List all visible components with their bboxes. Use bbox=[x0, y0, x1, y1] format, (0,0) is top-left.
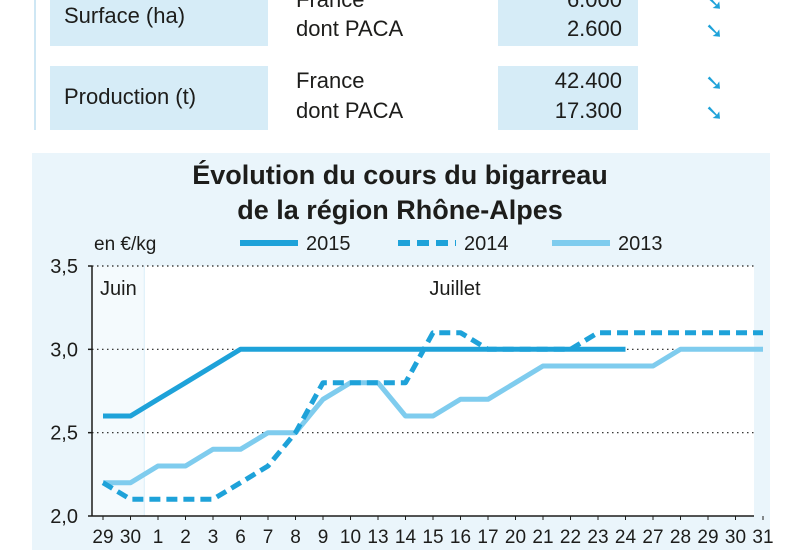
row-value: 17.300 bbox=[554, 98, 622, 123]
x-tick-label: 15 bbox=[422, 527, 443, 548]
chart-subtitle: de la région Rhône-Alpes bbox=[237, 195, 563, 225]
x-tick-label: 30 bbox=[120, 527, 141, 548]
down-right-arrow-icon: ➘ bbox=[705, 18, 724, 43]
series-line-2013 bbox=[103, 346, 763, 486]
month-band-juin bbox=[92, 266, 145, 516]
x-tick-label: 21 bbox=[532, 527, 553, 548]
x-tick-label: 29 bbox=[92, 527, 113, 548]
x-tick-label: 22 bbox=[560, 527, 581, 548]
month-label-juin: Juin bbox=[100, 278, 137, 300]
y-tick-label: 3,5 bbox=[50, 256, 78, 278]
x-tick-label: 9 bbox=[318, 527, 329, 548]
row-value: 2.600 bbox=[566, 16, 622, 41]
legend-label-2013: 2013 bbox=[618, 233, 663, 255]
x-tick-label: 13 bbox=[367, 527, 388, 548]
row-sub-label: dont PACA bbox=[296, 16, 404, 41]
x-tick-label: 27 bbox=[642, 527, 663, 548]
month-label-juillet: Juillet bbox=[429, 278, 481, 300]
x-tick-label: 14 bbox=[395, 527, 417, 548]
x-tick-label: 3 bbox=[208, 527, 219, 548]
row-value: 6.000 bbox=[498, 0, 622, 15]
x-tick-label: 1 bbox=[153, 527, 164, 548]
x-tick-label: 29 bbox=[697, 527, 718, 548]
row-sub-label: France bbox=[296, 68, 365, 93]
chart-title: Évolution du cours du bigarreau bbox=[192, 160, 608, 190]
summary-table: Surface (ha) France dont PACA 6.000 2.60… bbox=[0, 0, 800, 132]
value-cell-bg bbox=[498, 66, 638, 130]
x-tick-label: 17 bbox=[477, 527, 498, 548]
series-line-2015 bbox=[103, 346, 626, 419]
table-left-rule bbox=[34, 0, 36, 130]
x-tick-label: 2 bbox=[180, 527, 191, 548]
x-tick-label: 30 bbox=[725, 527, 746, 548]
row-label: Production (t) bbox=[64, 84, 197, 109]
row-label: Surface (ha) bbox=[64, 3, 186, 28]
x-tick-label: 16 bbox=[450, 527, 471, 548]
down-right-arrow-icon: ➘ bbox=[705, 0, 724, 15]
row-sub-label: France bbox=[296, 0, 364, 15]
row-value: 42.400 bbox=[554, 68, 622, 93]
y-tick-label: 2,0 bbox=[50, 506, 78, 528]
x-tick-label: 10 bbox=[340, 527, 361, 548]
table-row-surface: Surface (ha) France dont PACA 6.000 2.60… bbox=[50, 0, 795, 48]
row-sub-label: dont PACA bbox=[296, 98, 404, 123]
value-cell-bg bbox=[498, 0, 638, 46]
down-right-arrow-icon: ➘ bbox=[705, 100, 724, 125]
y-axis-label: en €/kg bbox=[94, 234, 156, 255]
series-line-2014 bbox=[101, 330, 763, 502]
x-tick-label: 24 bbox=[615, 527, 637, 548]
x-tick-label: 31 bbox=[752, 527, 773, 548]
table-row-production: Production (t) France dont PACA 42.400 1… bbox=[50, 66, 795, 130]
y-tick-label: 3,0 bbox=[50, 339, 78, 361]
x-tick-label: 20 bbox=[505, 527, 526, 548]
label-cell-bg bbox=[50, 66, 268, 130]
x-tick-label: 28 bbox=[670, 527, 691, 548]
x-tick-label: 7 bbox=[263, 527, 274, 548]
legend-label-2014: 2014 bbox=[464, 233, 509, 255]
legend-label-2015: 2015 bbox=[306, 233, 351, 255]
label-cell-bg bbox=[50, 0, 268, 46]
plot-area bbox=[92, 266, 754, 516]
y-tick-label: 2,5 bbox=[50, 423, 78, 445]
x-tick-label: 23 bbox=[587, 527, 608, 548]
x-tick-label: 6 bbox=[235, 527, 246, 548]
down-right-arrow-icon: ➘ bbox=[705, 70, 724, 95]
x-tick-label: 8 bbox=[290, 527, 301, 548]
